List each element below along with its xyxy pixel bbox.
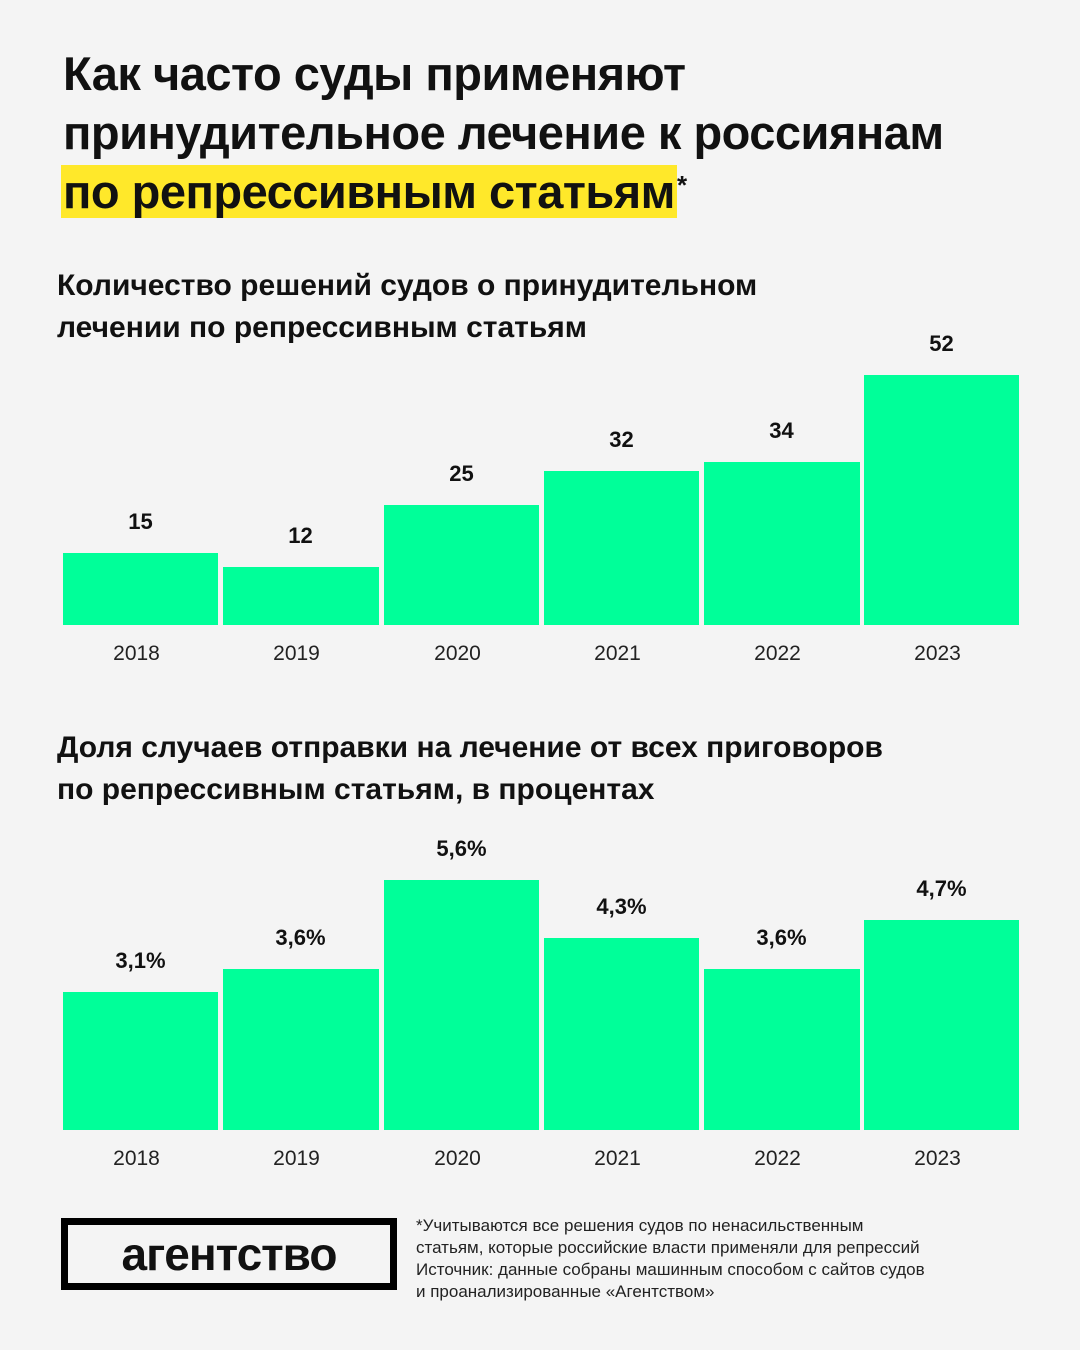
x-tick-label: 2022 <box>754 642 801 665</box>
x-tick-label: 2020 <box>434 1147 481 1170</box>
bar-2019 <box>223 969 379 1130</box>
x-tick-label: 2020 <box>434 642 481 665</box>
data-label: 3,1% <box>115 947 166 973</box>
chart1-title-line: Количество решений судов о принудительно… <box>57 269 758 302</box>
x-tick-label: 2018 <box>113 642 160 665</box>
agentstvo-logo: агентство <box>61 1218 397 1290</box>
data-label: 34 <box>769 417 794 443</box>
chart-decisions-count: 15 2018 12 2019 25 2020 32 2021 34 2022 52 2023 <box>63 331 1019 665</box>
data-label: 5,6% <box>436 836 487 861</box>
chart2-title: Доля случаев отправки на лечение от всех… <box>57 727 883 811</box>
data-label: 3,6% <box>756 925 807 951</box>
bar-2023 <box>864 375 1019 625</box>
bar-2022 <box>704 969 860 1130</box>
bar-2020 <box>384 504 539 625</box>
title-highlight: по репрессивным статьям <box>61 165 677 218</box>
bar-2020 <box>384 880 539 1130</box>
x-tick-label: 2023 <box>914 642 961 665</box>
data-label: 25 <box>449 460 474 486</box>
footnote-line: статьям, которые российские власти приме… <box>416 1238 920 1257</box>
data-label: 15 <box>128 508 153 534</box>
data-label: 4,7% <box>916 876 967 902</box>
x-tick-label: 2018 <box>113 1147 160 1170</box>
chart-share-percent: 3,1% 2018 3,6% 2019 5,6% 2020 4,3% 2021 3,6% 2022… <box>63 836 1019 1170</box>
x-tick-label: 2021 <box>594 642 641 665</box>
bar-2022 <box>704 461 860 625</box>
x-tick-label: 2023 <box>914 1147 961 1170</box>
x-tick-label: 2022 <box>754 1147 801 1170</box>
footnote: *Учитываются все решения судов по ненаси… <box>416 1215 925 1303</box>
chart2-title-line: Доля случаев отправки на лечение от всех… <box>57 731 883 764</box>
x-tick-label: 2021 <box>594 1147 641 1170</box>
footnote-line: *Учитываются все решения судов по ненаси… <box>416 1216 864 1235</box>
chart1-title: Количество решений судов о принудительно… <box>57 265 757 349</box>
data-label: 12 <box>288 523 313 549</box>
data-label: 4,3% <box>596 894 647 920</box>
x-tick-label: 2019 <box>273 642 320 665</box>
chart2-title-line: по репрессивным статьям, в процентах <box>57 773 655 806</box>
data-label: 32 <box>609 427 634 453</box>
bar-2019 <box>223 567 379 625</box>
footnote-line: и проанализированные «Агентством» <box>416 1282 715 1301</box>
chart1-title-line: лечении по репрессивным статьям <box>57 311 587 344</box>
footnote-line: Источник: данные собраны машинным способ… <box>416 1260 925 1279</box>
bar-2021 <box>544 938 699 1130</box>
title-line-2: принудительное лечение к россиянам <box>63 106 944 159</box>
x-tick-label: 2019 <box>273 1147 320 1170</box>
bar-2023 <box>864 920 1019 1130</box>
title-line-1: Как часто суды применяют <box>63 47 686 100</box>
bar-2018 <box>63 991 218 1130</box>
footnote-mark: * <box>676 170 687 200</box>
page-title: Как часто суды применяют принудительное … <box>61 44 944 221</box>
data-label: 52 <box>929 331 954 356</box>
bar-2021 <box>544 471 699 625</box>
data-label: 3,6% <box>275 925 326 951</box>
bar-2018 <box>63 552 218 625</box>
